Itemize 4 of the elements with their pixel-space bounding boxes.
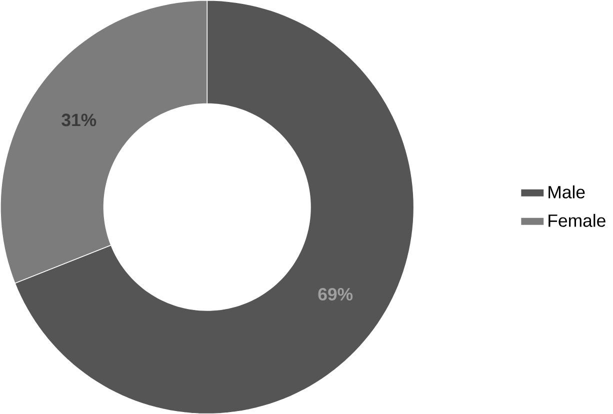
legend-label: Male xyxy=(548,185,585,198)
data-label: 69% xyxy=(318,288,353,300)
legend-label: Female xyxy=(548,214,606,227)
data-label: 31% xyxy=(62,114,96,126)
